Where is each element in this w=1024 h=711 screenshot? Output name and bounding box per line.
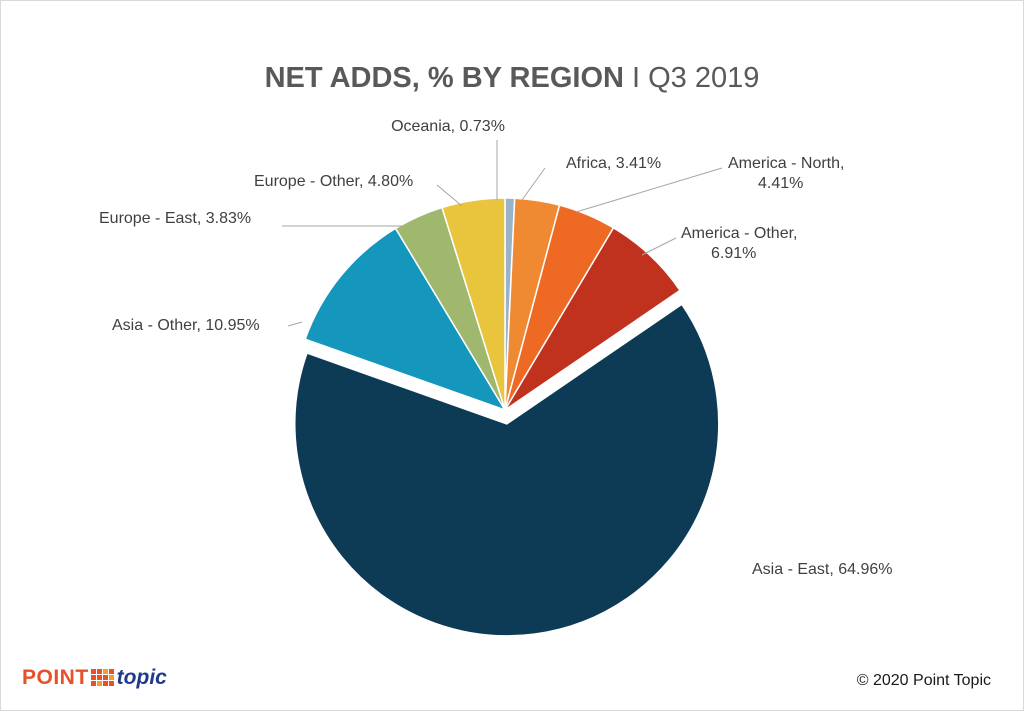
data-label-europe-other: Europe - Other, 4.80%	[254, 173, 413, 190]
data-label-africa: Africa, 3.41%	[566, 155, 661, 172]
leader-line-america-north	[575, 167, 723, 213]
data-label-asia-other: Asia - Other, 10.95%	[112, 317, 260, 334]
chart-title: NET ADDS, % BY REGION I Q3 2019	[0, 62, 1024, 95]
data-label-oceania: Oceania, 0.73%	[391, 118, 505, 135]
leader-line-asia-other	[287, 321, 303, 327]
pie-slice-asia-east	[294, 303, 720, 637]
title-period: Q3 2019	[648, 62, 760, 94]
pie-slice-europe-other	[441, 197, 506, 411]
title-separator: I	[632, 62, 641, 94]
point-topic-logo: POINT topic	[22, 666, 167, 690]
pie-slice-america-other	[504, 226, 682, 411]
data-label-asia-east: Asia - East, 64.96%	[752, 561, 893, 578]
logo-word-topic: topic	[116, 666, 167, 689]
data-label-america-other: America - Other, 6.91%	[681, 225, 797, 262]
logo-word-point: POINT	[22, 666, 89, 689]
pie-slice-asia-other	[304, 227, 507, 412]
logo-dots-icon	[90, 668, 114, 686]
data-label-europe-east: Europe - East, 3.83%	[99, 210, 251, 227]
leader-line-america-other	[641, 237, 677, 256]
leader-line-africa	[521, 167, 546, 201]
copyright-text: © 2020 Point Topic	[856, 672, 991, 689]
leader-line-europe-other	[436, 184, 463, 207]
data-label-america-north: America - North, 4.41%	[728, 155, 844, 192]
title-main: NET ADDS, % BY REGION	[264, 62, 624, 94]
